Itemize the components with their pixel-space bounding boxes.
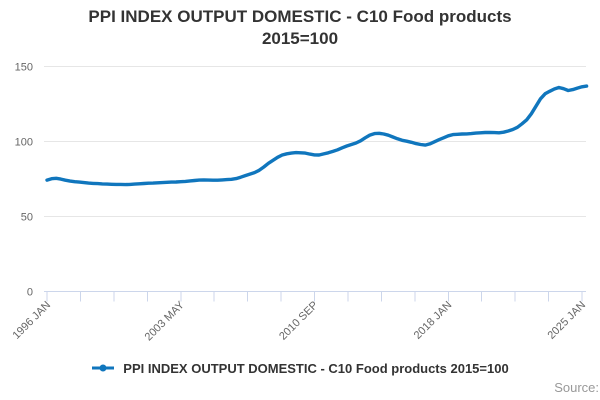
x-axis-tick-label: 2010 SEP [277, 299, 321, 343]
y-axis-tick-label: 0 [27, 287, 33, 299]
x-axis-tick-label: 2003 MAY [143, 299, 188, 344]
legend-label: PPI INDEX OUTPUT DOMESTIC - C10 Food pro… [123, 360, 509, 376]
y-axis-tick-label: 100 [15, 137, 33, 149]
line-with-dot-icon [92, 364, 115, 372]
source-credit: Source: [554, 380, 599, 395]
y-axis-tick-label: 150 [15, 62, 33, 74]
x-axis-tick-label: 2018 JAN [412, 299, 455, 342]
chart-title: PPI INDEX OUTPUT DOMESTIC - C10 Food pro… [0, 6, 600, 50]
chart-title-line1: PPI INDEX OUTPUT DOMESTIC - C10 Food pro… [88, 7, 512, 26]
x-axis-tick-label: 1996 JAN [10, 299, 53, 342]
y-axis-tick-label: 50 [21, 212, 33, 224]
chart-title-line2: 2015=100 [261, 29, 339, 48]
x-axis-tick-label: 2025 JAN [545, 299, 588, 342]
series-line[interactable] [45, 84, 589, 187]
legend-item[interactable]: PPI INDEX OUTPUT DOMESTIC - C10 Food pro… [0, 359, 600, 377]
